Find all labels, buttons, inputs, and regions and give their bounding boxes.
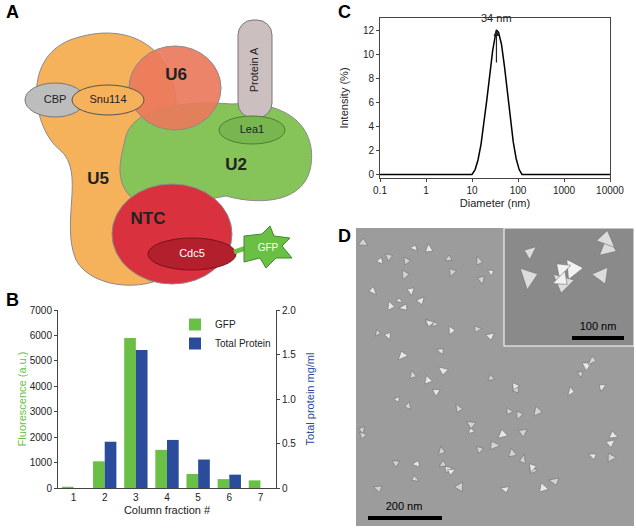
svg-text:1000: 1000	[553, 185, 576, 196]
svg-text:Lea1: Lea1	[240, 123, 264, 135]
svg-text:1: 1	[71, 492, 77, 503]
svg-text:Snu114: Snu114	[89, 93, 126, 105]
svg-text:Diameter (nm): Diameter (nm)	[460, 197, 530, 209]
svg-text:10: 10	[363, 49, 375, 60]
svg-text:U6: U6	[165, 65, 187, 84]
svg-text:0: 0	[46, 483, 52, 494]
svg-text:3000: 3000	[30, 406, 53, 417]
svg-text:5: 5	[195, 492, 201, 503]
svg-text:CBP: CBP	[44, 93, 67, 105]
svg-text:1: 1	[423, 185, 429, 196]
svg-text:2000: 2000	[30, 432, 53, 443]
svg-text:34 nm: 34 nm	[481, 12, 512, 24]
svg-text:1.0: 1.0	[282, 394, 296, 405]
svg-text:0.5: 0.5	[282, 438, 296, 449]
svg-text:Cdc5: Cdc5	[179, 247, 205, 259]
svg-text:Protein A: Protein A	[248, 47, 260, 92]
svg-text:0: 0	[282, 483, 288, 494]
svg-text:1.5: 1.5	[282, 349, 296, 360]
svg-text:6: 6	[368, 97, 374, 108]
svg-text:U2: U2	[225, 155, 247, 174]
svg-text:10: 10	[466, 185, 478, 196]
svg-text:4: 4	[368, 121, 374, 132]
svg-text:U5: U5	[87, 169, 109, 188]
svg-text:3: 3	[133, 492, 139, 503]
svg-text:6000: 6000	[30, 330, 53, 341]
svg-text:2: 2	[368, 145, 374, 156]
svg-text:100: 100	[510, 185, 527, 196]
svg-text:6: 6	[227, 492, 233, 503]
svg-text:1000: 1000	[30, 457, 53, 468]
svg-text:12: 12	[363, 25, 375, 36]
svg-text:2.0: 2.0	[282, 305, 296, 316]
svg-text:GFP: GFP	[258, 242, 279, 253]
svg-text:GFP: GFP	[215, 319, 236, 330]
html-text:A: A	[6, 2, 19, 22]
svg-text:2: 2	[102, 492, 108, 503]
svg-text:100 nm: 100 nm	[580, 320, 617, 332]
html-text:C: C	[338, 2, 351, 22]
svg-text:7000: 7000	[30, 305, 53, 316]
svg-text:0.1: 0.1	[373, 185, 387, 196]
svg-text:200 nm: 200 nm	[386, 500, 423, 512]
svg-text:NTC: NTC	[131, 209, 166, 228]
svg-text:10000: 10000	[596, 185, 624, 196]
svg-text:Column fraction #: Column fraction #	[124, 504, 211, 516]
svg-text:Intensity (%): Intensity (%)	[338, 67, 350, 128]
svg-text:Fluorescence (a.u.): Fluorescence (a.u.)	[16, 352, 28, 447]
svg-text:5000: 5000	[30, 355, 53, 366]
svg-text:Total Protein: Total Protein	[215, 338, 271, 349]
svg-text:7: 7	[258, 492, 264, 503]
html-text:D: D	[338, 226, 351, 246]
svg-text:4000: 4000	[30, 381, 53, 392]
svg-text:Total protein mg/ml: Total protein mg/ml	[304, 353, 316, 446]
svg-text:4: 4	[164, 492, 170, 503]
svg-text:8: 8	[368, 73, 374, 84]
svg-text:0: 0	[368, 169, 374, 180]
html-text:B: B	[6, 290, 19, 310]
